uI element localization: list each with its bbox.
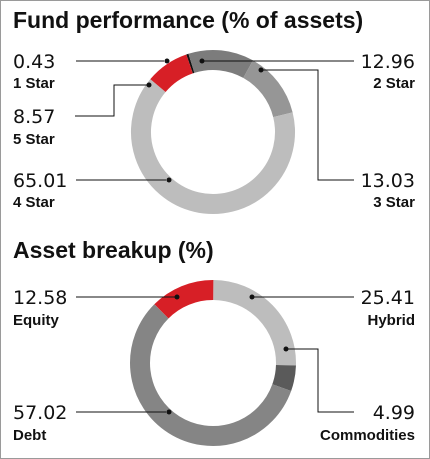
leader-dot-hybrid: [249, 294, 255, 300]
category-label-equity: Equity: [13, 312, 59, 329]
leader-line-commodities: [286, 348, 354, 413]
asset-breakup-slice-debt: [130, 304, 292, 446]
category-label-3-star: 3 Star: [373, 194, 415, 211]
value-label-1-star: 0.43: [13, 51, 55, 73]
chart-title-asset-breakup: Asset breakup (%): [13, 237, 214, 263]
leader-dot-equity: [174, 294, 180, 300]
leader-dot-debt: [166, 409, 172, 415]
value-label-5-star: 8.57: [13, 106, 55, 128]
value-label-4-star: 65.01: [13, 170, 67, 192]
value-label-equity: 12.58: [13, 287, 67, 309]
chart-title-fund-performance: Fund performance (% of assets): [13, 7, 364, 33]
leader-dot-1-star: [164, 58, 170, 64]
category-label-1-star: 1 Star: [13, 75, 55, 92]
fund-performance-slice-1-star: [186, 53, 195, 74]
leader-dot-4-star: [166, 177, 172, 183]
leader-line-5-star: [75, 84, 149, 117]
value-label-3-star: 13.03: [361, 170, 415, 192]
fund-performance-slice-5-star: [150, 54, 194, 93]
fund-performance-slice-3-star: [242, 60, 293, 118]
category-label-2-star: 2 Star: [373, 75, 415, 92]
leader-dot-3-star: [258, 67, 264, 73]
leader-line-3-star: [261, 69, 354, 181]
category-label-5-star: 5 Star: [13, 131, 55, 148]
category-label-hybrid: Hybrid: [367, 312, 415, 329]
value-label-commodities: 4.99: [373, 402, 415, 424]
donut-fund-performance: [131, 50, 295, 214]
fund-performance-slice-2-star: [188, 50, 254, 79]
donut-asset-breakup: [130, 279, 296, 446]
value-label-hybrid: 25.41: [361, 287, 415, 309]
value-label-debt: 57.02: [13, 402, 67, 424]
leader-dot-2-star: [199, 58, 205, 64]
category-label-debt: Debt: [13, 427, 46, 444]
leader-dot-commodities: [283, 346, 289, 352]
category-label-4-star: 4 Star: [13, 194, 55, 211]
category-label-commodities: Commodities: [320, 427, 415, 444]
asset-breakup-slice-commodities: [272, 364, 296, 392]
fund-performance-slice-4-star: [131, 79, 295, 214]
leader-dot-5-star: [146, 82, 152, 88]
asset-breakup-slice-hybrid: [212, 280, 296, 366]
value-label-2-star: 12.96: [361, 51, 415, 73]
asset-breakup-slice-equity: [154, 279, 214, 319]
